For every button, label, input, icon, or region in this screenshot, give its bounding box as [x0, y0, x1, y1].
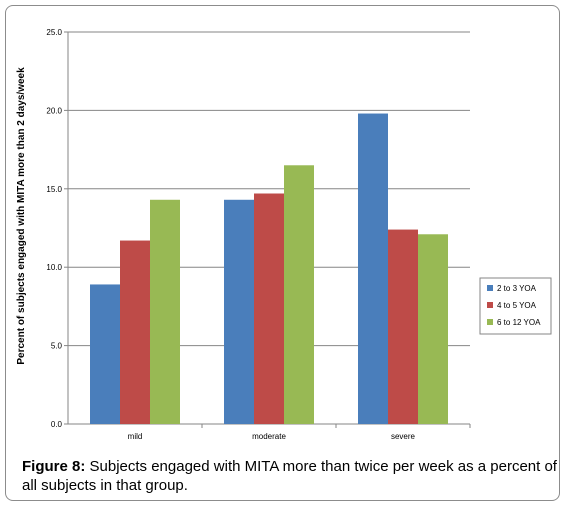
- bar-severe-4-to-5-yoa: [388, 229, 418, 424]
- legend-label: 2 to 3 YOA: [497, 284, 537, 293]
- y-tick-label: 10.0: [46, 263, 62, 272]
- y-tick-label: 15.0: [46, 185, 62, 194]
- legend: 2 to 3 YOA 4 to 5 YOA 6 to 12 YOA: [479, 277, 552, 335]
- legend-swatch: [487, 285, 493, 291]
- y-tick-label: 5.0: [51, 342, 63, 351]
- bar-moderate-6-to-12-yoa: [284, 165, 314, 424]
- x-tick-label: severe: [391, 432, 416, 441]
- bar-mild-4-to-5-yoa: [120, 240, 150, 424]
- figure-caption: Figure 8: Subjects engaged with MITA mor…: [22, 457, 557, 495]
- bar-moderate-2-to-3-yoa: [224, 199, 254, 424]
- bar-severe-2-to-3-yoa: [358, 113, 388, 424]
- y-tick-label: 20.0: [46, 106, 62, 115]
- caption-text: Subjects engaged with MITA more than twi…: [22, 458, 557, 494]
- y-tick-label: 25.0: [46, 28, 62, 37]
- y-axis-label: Percent of subjects engaged with MITA mo…: [16, 67, 27, 365]
- x-tick-label: moderate: [252, 432, 286, 441]
- legend-swatch: [487, 302, 493, 308]
- x-tick-labels: mild moderate severe: [128, 432, 416, 441]
- y-tick-label: 0.0: [51, 420, 63, 429]
- legend-label: 4 to 5 YOA: [497, 301, 537, 310]
- caption-label: Figure 8:: [22, 458, 86, 475]
- legend-swatch: [487, 319, 493, 325]
- bars: [90, 113, 448, 424]
- legend-label: 6 to 12 YOA: [497, 318, 541, 327]
- bar-chart: 0.0 5.0 10.0 15.0 20.0 25.0 mild moderate sever…: [16, 28, 552, 441]
- bar-severe-6-to-12-yoa: [418, 234, 448, 424]
- y-tick-labels: 0.0 5.0 10.0 15.0 20.0 25.0: [46, 28, 62, 429]
- bar-mild-6-to-12-yoa: [150, 199, 180, 424]
- bar-moderate-4-to-5-yoa: [254, 193, 284, 424]
- bar-mild-2-to-3-yoa: [90, 284, 120, 424]
- x-tick-label: mild: [128, 432, 143, 441]
